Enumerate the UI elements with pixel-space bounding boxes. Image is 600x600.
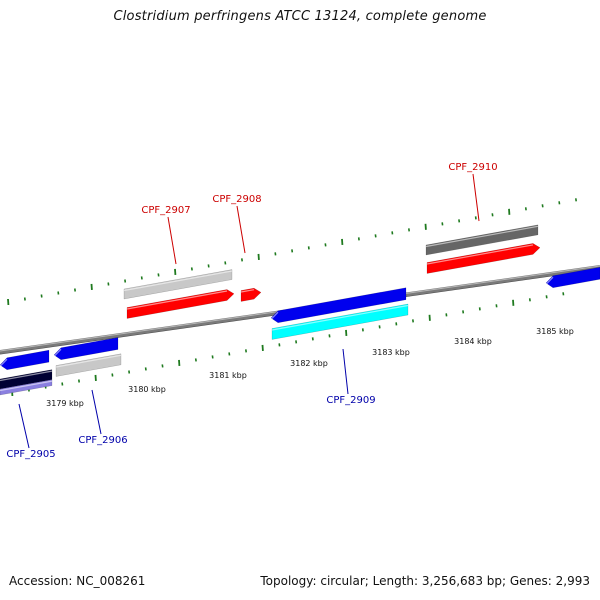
gene-arrow-fwd-highlight: [240, 289, 255, 293]
forward-feature-bar-body: [123, 269, 233, 300]
gene-label-leader: [236, 205, 246, 254]
reverse-feature-bar-highlight: [55, 354, 122, 368]
reverse-feature-bar-highlight: [0, 380, 53, 392]
gene-arrow-rev: [53, 337, 119, 361]
genes-layer: [0, 224, 600, 396]
gene-label-forward: CPF_2907: [141, 205, 190, 216]
position-tick-label: 3182 kbp: [290, 359, 328, 368]
gene-arrow-fwd: [240, 287, 262, 302]
gene-arrow-rev-body: [270, 287, 407, 324]
gene-arrow-rev: [0, 349, 50, 371]
position-tick-label: 3184 kbp: [454, 337, 492, 346]
forward-feature-bar: [425, 224, 539, 256]
gene-arrow-rev-highlight: [53, 348, 62, 357]
gene-label-reverse: CPF_2905: [6, 449, 55, 460]
gene-arrow-fwd-highlight: [126, 290, 228, 310]
forward-feature-bar-highlight: [123, 270, 233, 292]
gene-arrow-rev-body: [545, 267, 600, 289]
position-tick-label: 3179 kbp: [46, 399, 84, 408]
gene-arrow-rev-highlight: [270, 311, 279, 320]
genome-stats-text: Topology: circular; Length: 3,256,683 bp…: [260, 574, 590, 588]
position-tick-label: 3180 kbp: [128, 385, 166, 394]
label-leaders-layer: [18, 173, 480, 449]
gene-arrow-fwd-body: [426, 243, 541, 274]
gene-arrow-rev-highlight: [545, 276, 554, 285]
gene-label-leader: [167, 216, 177, 265]
gene-arrow-rev-body: [0, 349, 50, 371]
gene-arrow-rev-highlight: [0, 358, 8, 367]
gene-label-reverse: CPF_2906: [78, 435, 127, 446]
gene-label-forward: CPF_2910: [448, 162, 497, 173]
reverse-feature-bar: [55, 353, 122, 377]
gene-arrow-fwd-body: [126, 289, 235, 319]
gene-label-reverse: CPF_2909: [326, 395, 375, 406]
gene-arrow-fwd: [126, 289, 235, 319]
gene-label-leader: [18, 403, 30, 449]
gene-label-forward: CPF_2908: [212, 194, 261, 205]
reverse-feature-bar-highlight: [271, 304, 409, 331]
position-tick-label: 3185 kbp: [536, 327, 574, 336]
forward-feature-bar-highlight: [425, 225, 539, 248]
map-title: Clostridium perfringens ATCC 13124, comp…: [113, 9, 487, 24]
gene-arrow-fwd-highlight: [426, 244, 534, 265]
forward-feature-bar-body: [425, 224, 539, 256]
position-tick-label: 3181 kbp: [209, 371, 247, 380]
reverse-feature-bar-body: [271, 303, 409, 340]
reverse-feature-bar: [0, 379, 53, 396]
gene-label-leader: [342, 348, 349, 395]
gene-arrow-rev: [270, 287, 407, 324]
labels-layer: CPF_2907 CPF_2908 CPF_2910 CPF_2905 CPF_2906…: [6, 162, 573, 460]
gene-label-leader: [472, 173, 480, 222]
reverse-feature-bar-highlight: [0, 370, 53, 382]
position-tick-label: 3183 kbp: [372, 348, 410, 357]
forward-feature-bar: [123, 269, 233, 300]
gene-arrow-fwd: [426, 243, 541, 274]
gene-arrow-rev: [545, 267, 600, 289]
accession-text: Accession: NC_008261: [9, 574, 146, 588]
reverse-feature-bar-body: [55, 353, 122, 377]
gene-label-leader: [91, 389, 102, 435]
reverse-feature-bar: [271, 303, 409, 340]
gene-arrow-rev-body: [53, 337, 119, 361]
